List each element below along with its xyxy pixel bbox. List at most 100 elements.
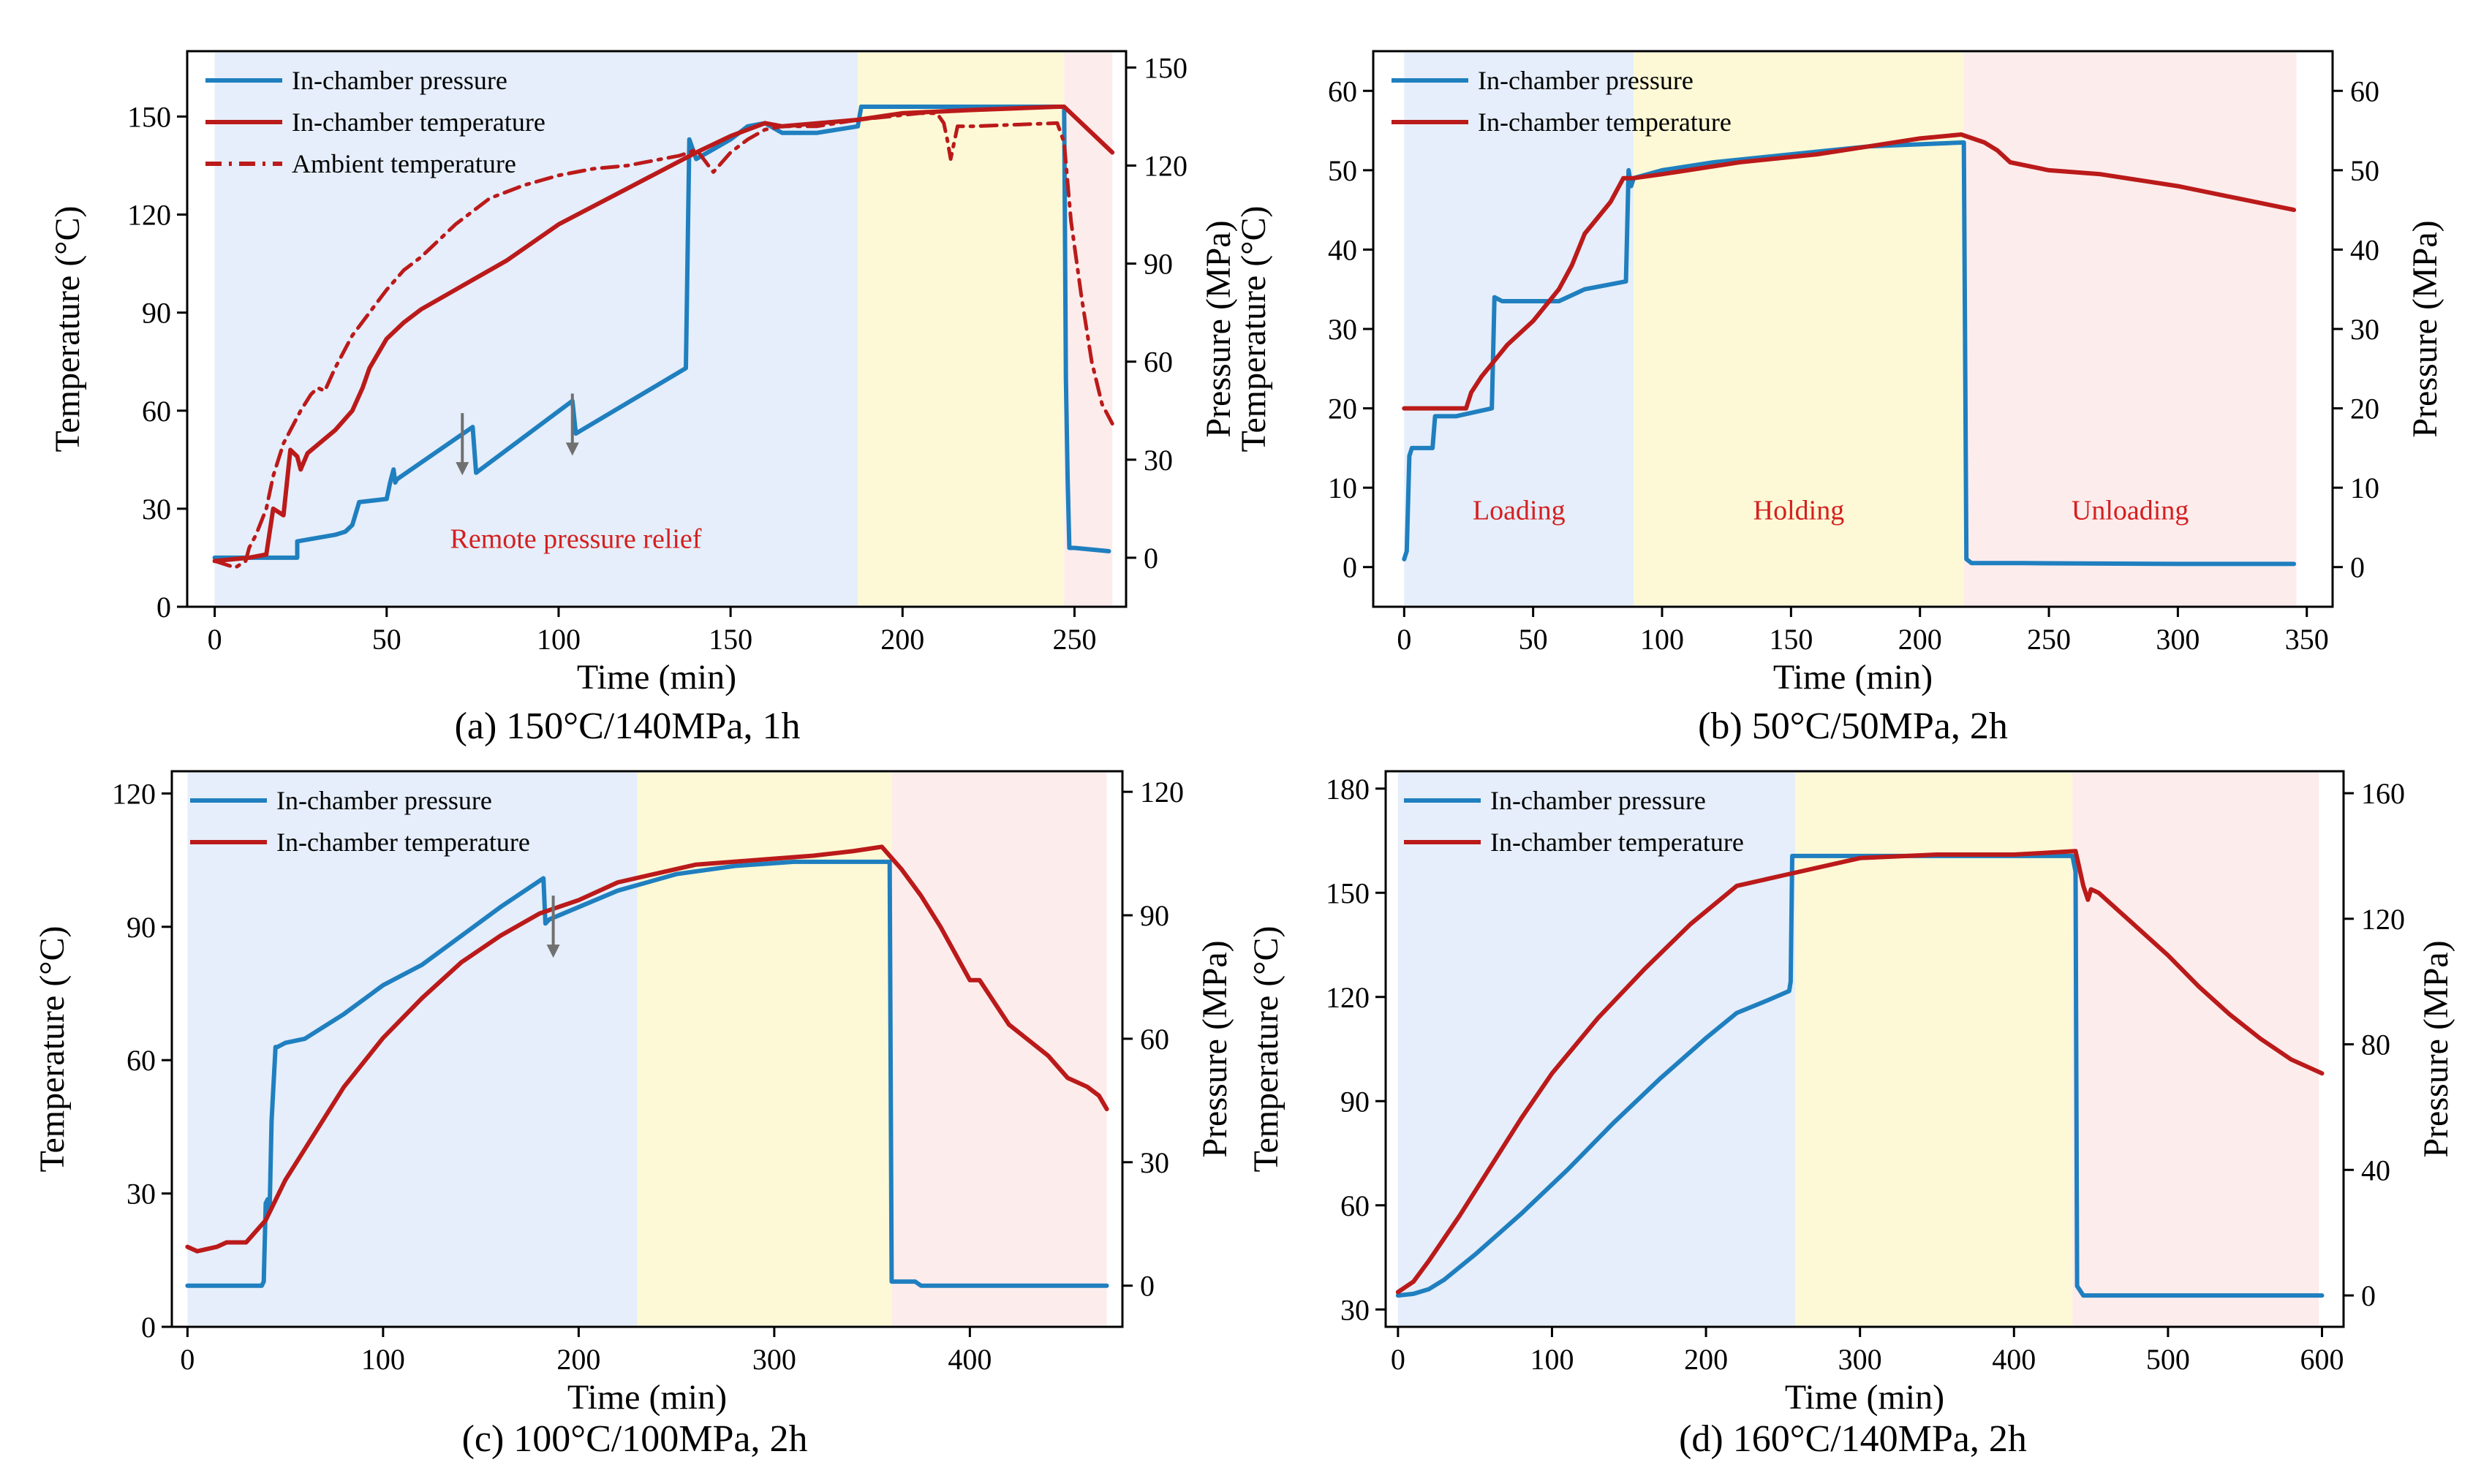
x-tick-label: 150 [1769,623,1813,656]
annotation-label: Remote pressure relief [450,524,701,555]
chart-caption: (d) 160°C/140MPa, 2h [1679,1418,2027,1460]
y2-tick-label: 0 [2361,1279,2376,1312]
x-tick-label: 50 [1519,623,1548,656]
y-tick-label: 90 [1340,1085,1370,1118]
y-tick-label: 60 [142,395,171,428]
y-tick-label: 0 [141,1311,156,1344]
y2-tick-label: 60 [1144,346,1173,379]
y2-tick-label: 0 [1140,1270,1155,1303]
y2-tick-label: 0 [2350,551,2365,584]
x-tick-label: 200 [1898,623,1942,656]
x-tick-label: 100 [1640,623,1684,656]
x-tick-label: 0 [1397,623,1411,656]
y-tick-label: 0 [156,591,171,624]
plot-frame [1384,770,2345,1328]
chart-panel-c: 0 100 200 300 400 0 30 60 90 120 0 30 60 90 120 Time (m… [33,770,1234,1460]
y2-axis-label: Pressure (MPa) [1199,220,1238,437]
series-line-in-chamber-temperature [1402,132,2297,411]
x-tick-label: 350 [2285,623,2329,656]
legend-entry: In-chamber pressure [1490,786,1706,815]
x-tick-label: 100 [361,1343,405,1376]
y-tick-label: 180 [1326,773,1370,806]
legend-entry: Ambient temperature [292,149,516,178]
y2-tick-label: 120 [1140,776,1184,809]
y2-tick-label: 60 [1140,1023,1169,1056]
y2-tick-label: 90 [1144,248,1173,281]
x-tick-label: 300 [2156,623,2200,656]
x-tick-label: 0 [180,1343,195,1376]
y2-axis-label: Pressure (MPa) [2406,220,2444,437]
y2-tick-label: 160 [2361,777,2405,810]
y-tick-label: 50 [1328,154,1357,187]
x-tick-label: 100 [537,623,581,656]
y-tick-label: 30 [1340,1293,1370,1326]
series-line-in-chamber-temperature [212,105,1115,564]
y2-tick-label: 90 [1140,899,1169,932]
chart-panel-a: 0 50 100 150 200 250 0 30 60 90 120 150 0 30 60 90 120 15… [48,50,1238,747]
x-tick-label: 200 [556,1343,600,1376]
x-tick-label: 400 [1992,1343,2036,1376]
y2-tick-label: 60 [2350,75,2379,107]
x-axis-label: Time (min) [1773,658,1933,697]
phase-holding-band [637,773,892,1325]
y2-tick-label: 30 [2350,313,2379,346]
y-tick-label: 30 [142,493,171,526]
y-axis-label: Temperature (°C) [1234,205,1273,452]
legend-entry: In-chamber pressure [276,786,492,815]
x-tick-label: 50 [372,623,401,656]
legend-entry: In-chamber temperature [292,107,545,137]
legend-entry: In-chamber pressure [1478,66,1694,95]
legend-entry: In-chamber temperature [276,828,530,857]
y-tick-label: 120 [127,199,171,232]
y-axis-label: Temperature (°C) [48,205,87,452]
x-axis-label: Time (min) [1785,1378,1944,1417]
y-tick-label: 60 [127,1044,156,1077]
y-tick-label: 30 [1328,313,1357,346]
legend-entry: In-chamber pressure [292,66,507,95]
y2-tick-label: 10 [2350,472,2379,504]
y-tick-label: 60 [1340,1189,1370,1222]
series-line-ambient-temperature [213,111,1114,569]
y-tick-label: 120 [112,777,156,810]
x-tick-label: 500 [2146,1343,2190,1376]
y-tick-label: 10 [1328,472,1357,504]
relief-arrow [456,413,469,476]
series-line-in-chamber-temperature [185,844,1109,1254]
x-tick-label: 150 [709,623,752,656]
series-line-in-chamber-pressure [1402,140,2297,567]
y2-tick-label: 0 [1144,542,1158,575]
y2-tick-label: 150 [1144,51,1188,84]
phase-loading-band [1404,53,1634,605]
y-tick-label: 120 [1326,981,1370,1014]
y-tick-label: 150 [127,100,171,133]
x-tick-label: 400 [948,1343,992,1376]
y2-tick-label: 40 [2350,233,2379,266]
x-tick-label: 200 [1684,1343,1728,1376]
y-tick-label: 150 [1326,877,1370,909]
phase-holding-band [1795,773,2073,1325]
chart-caption: (c) 100°C/100MPa, 2h [462,1418,808,1460]
chart-panel-d: 0 100 200 300 400 500 600 30 60 90 120 150 180 0 40 80 1… [1247,770,2455,1460]
x-tick-label: 600 [2300,1343,2344,1376]
phase-unloading-band [1963,53,2297,605]
y-axis-label: Temperature (°C) [1247,925,1285,1172]
series-line-in-chamber-pressure [1395,853,2325,1298]
x-tick-label: 0 [1391,1343,1405,1376]
x-tick-label: 250 [2027,623,2071,656]
phase-holding-label: Holding [1753,496,1845,526]
y-tick-label: 90 [127,911,156,944]
x-tick-label: 250 [1052,623,1096,656]
y2-tick-label: 80 [2361,1029,2390,1061]
y-tick-label: 60 [1328,75,1357,107]
series-line-in-chamber-pressure [185,859,1109,1288]
y2-tick-label: 120 [1144,149,1188,182]
series-line-in-chamber-temperature [1395,849,2325,1295]
y-tick-label: 20 [1328,393,1357,425]
phase-unloading-label: Unloading [2072,496,2189,526]
x-tick-label: 300 [1838,1343,1882,1376]
y2-tick-label: 30 [1140,1146,1169,1179]
y2-tick-label: 20 [2350,393,2379,425]
chart-caption: (b) 50°C/50MPa, 2h [1698,705,2008,747]
